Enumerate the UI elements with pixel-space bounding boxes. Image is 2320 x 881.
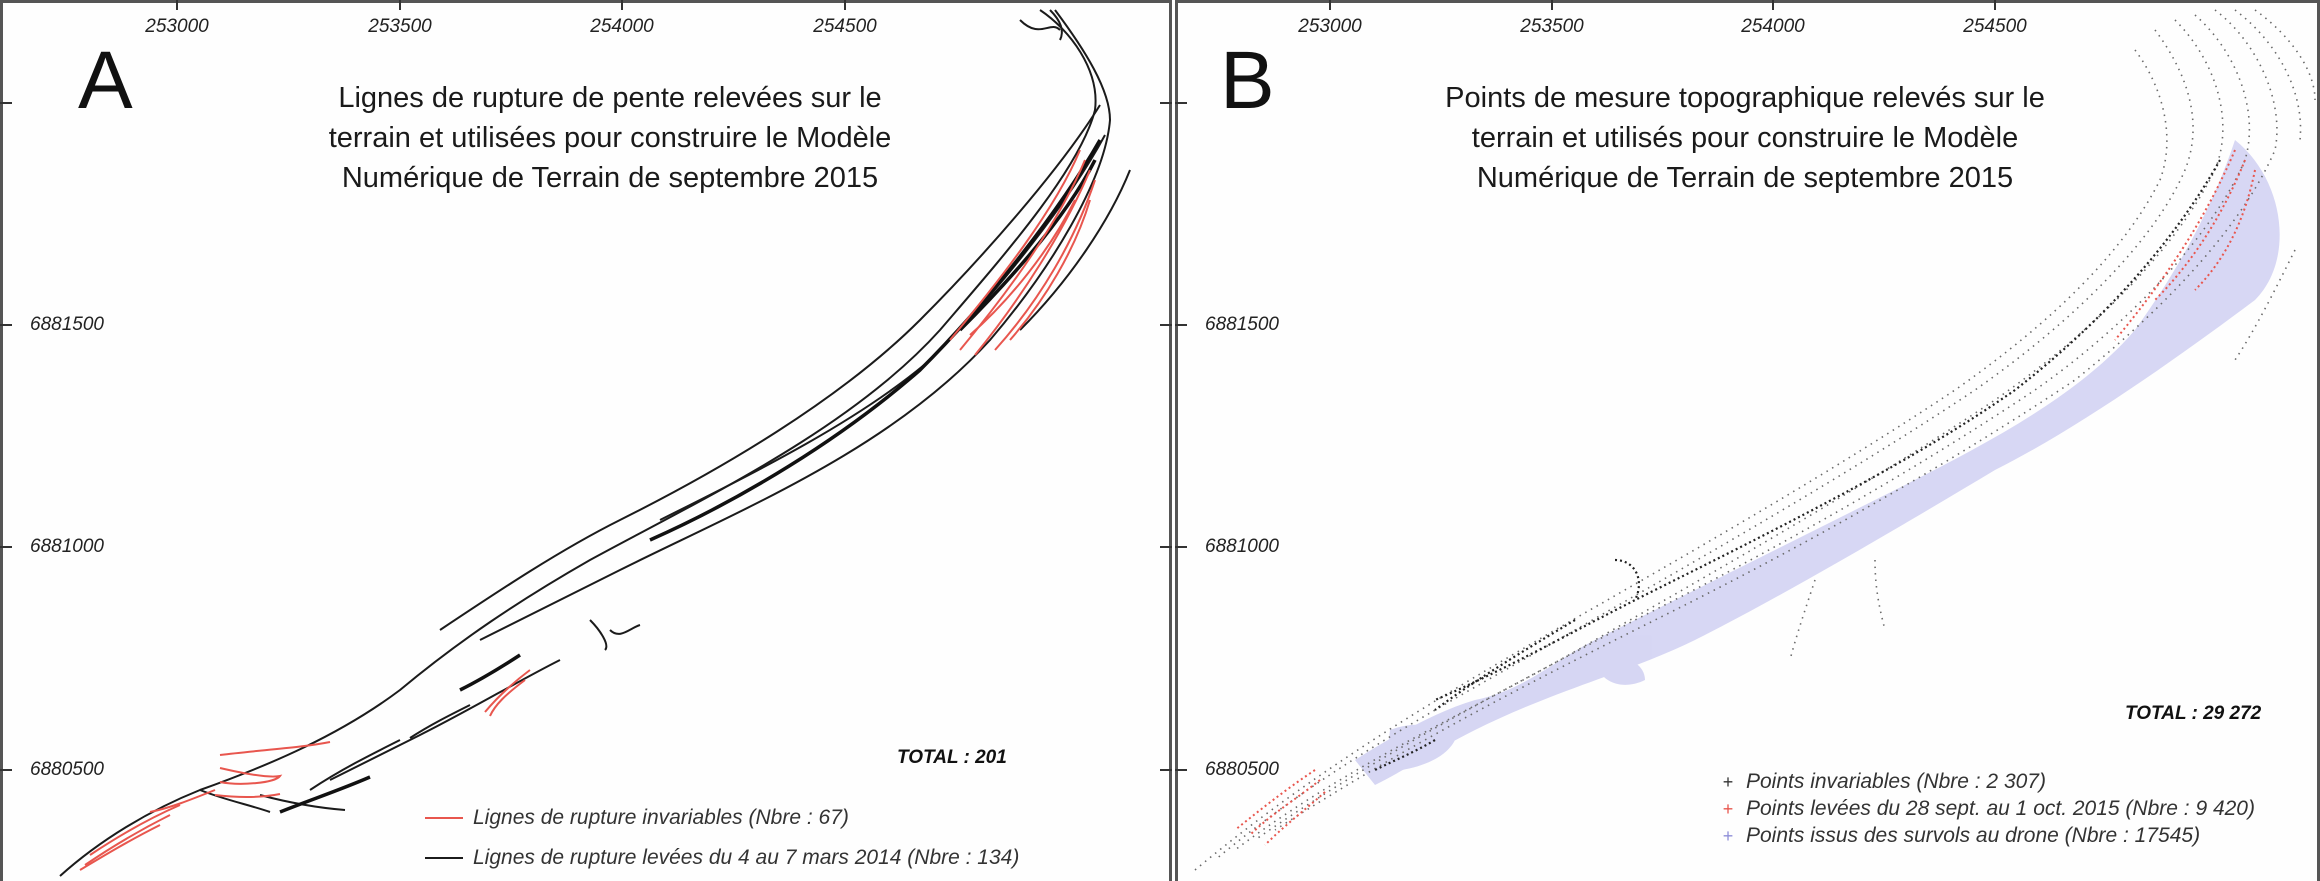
panel-title: Points de mesure topographique relevés s… xyxy=(1425,78,2065,198)
legend-item-surveyed: Lignes de rupture levées du 4 au 7 mars … xyxy=(425,846,1019,870)
legend-swatch xyxy=(425,817,463,819)
legend-item-drone: + Points issus des survols au drone (Nbr… xyxy=(1720,824,2200,848)
y-tick-label: 6880500 xyxy=(1205,759,1279,780)
axis-ticks xyxy=(0,0,1172,771)
x-tick-label: 254000 xyxy=(1741,16,1805,37)
point-cloud xyxy=(1194,9,2316,871)
axis-ticks xyxy=(1175,0,1996,771)
drone-coverage xyxy=(1355,140,2280,785)
legend-item-surveyed: + Points levées du 28 sept. au 1 oct. 20… xyxy=(1720,797,2255,821)
legend-label: Points issus des survols au drone (Nbre … xyxy=(1746,824,2201,847)
legend-label: Lignes de rupture invariables (Nbre : 67… xyxy=(473,806,849,829)
panel-letter: A xyxy=(78,35,133,126)
total-count: TOTAL : 201 xyxy=(897,747,1007,768)
title-line: Numérique de Terrain de septembre 2015 xyxy=(341,162,879,194)
title-line: terrain et utilisés pour construire le M… xyxy=(1471,122,2019,154)
map-frame xyxy=(1175,0,2320,881)
points-invariable xyxy=(1374,159,2221,771)
plus-icon: + xyxy=(1722,771,1734,792)
y-tick-label: 6881500 xyxy=(1205,314,1279,335)
map-panel-a: 253000 253500 254000 254500 6881500 6881… xyxy=(0,0,1172,881)
legend-label: Lignes de rupture levées du 4 au 7 mars … xyxy=(473,846,1020,869)
points-surveyed xyxy=(1234,149,2256,846)
map-frame xyxy=(0,0,1172,881)
y-tick-label: 6880500 xyxy=(30,759,104,780)
legend-label: Points levées du 28 sept. au 1 oct. 2015… xyxy=(1746,797,2255,820)
title-line: Points de mesure topographique relevés s… xyxy=(1445,82,2045,114)
title-line: terrain et utilisées pour construire le … xyxy=(328,122,892,154)
map-a-canvas xyxy=(0,0,1172,877)
x-tick-label: 253500 xyxy=(368,16,432,37)
legend-label: Points invariables (Nbre : 2 307) xyxy=(1746,770,2046,793)
plus-icon: + xyxy=(1722,825,1734,846)
x-tick-label: 253000 xyxy=(1298,16,1362,37)
total-count: TOTAL : 29 272 xyxy=(2125,703,2262,724)
x-tick-label: 253000 xyxy=(145,16,209,37)
legend-item-invariable: + Points invariables (Nbre : 2 307) xyxy=(1720,770,2046,794)
map-b-canvas xyxy=(1175,0,2316,871)
panel-letter: B xyxy=(1220,35,1275,126)
x-tick-label: 254000 xyxy=(590,16,654,37)
y-tick-label: 6881000 xyxy=(1205,536,1279,557)
x-tick-label: 254500 xyxy=(1963,16,2027,37)
panel-title: Lignes de rupture de pente relevées sur … xyxy=(290,78,930,198)
legend-item-invariable: Lignes de rupture invariables (Nbre : 67… xyxy=(425,806,849,830)
map-panel-b: 253000 253500 254000 254500 6881500 6881… xyxy=(1175,0,2320,881)
legend-swatch xyxy=(425,857,463,859)
x-tick-label: 253500 xyxy=(1520,16,1584,37)
y-tick-label: 6881000 xyxy=(30,536,104,557)
x-tick-label: 254500 xyxy=(813,16,877,37)
y-tick-label: 6881500 xyxy=(30,314,104,335)
plus-icon: + xyxy=(1722,798,1734,819)
title-line: Numérique de Terrain de septembre 2015 xyxy=(1476,162,2014,194)
title-line: Lignes de rupture de pente relevées sur … xyxy=(338,82,882,114)
break-lines-invariable xyxy=(79,149,1096,871)
break-lines-thick xyxy=(279,139,1102,814)
